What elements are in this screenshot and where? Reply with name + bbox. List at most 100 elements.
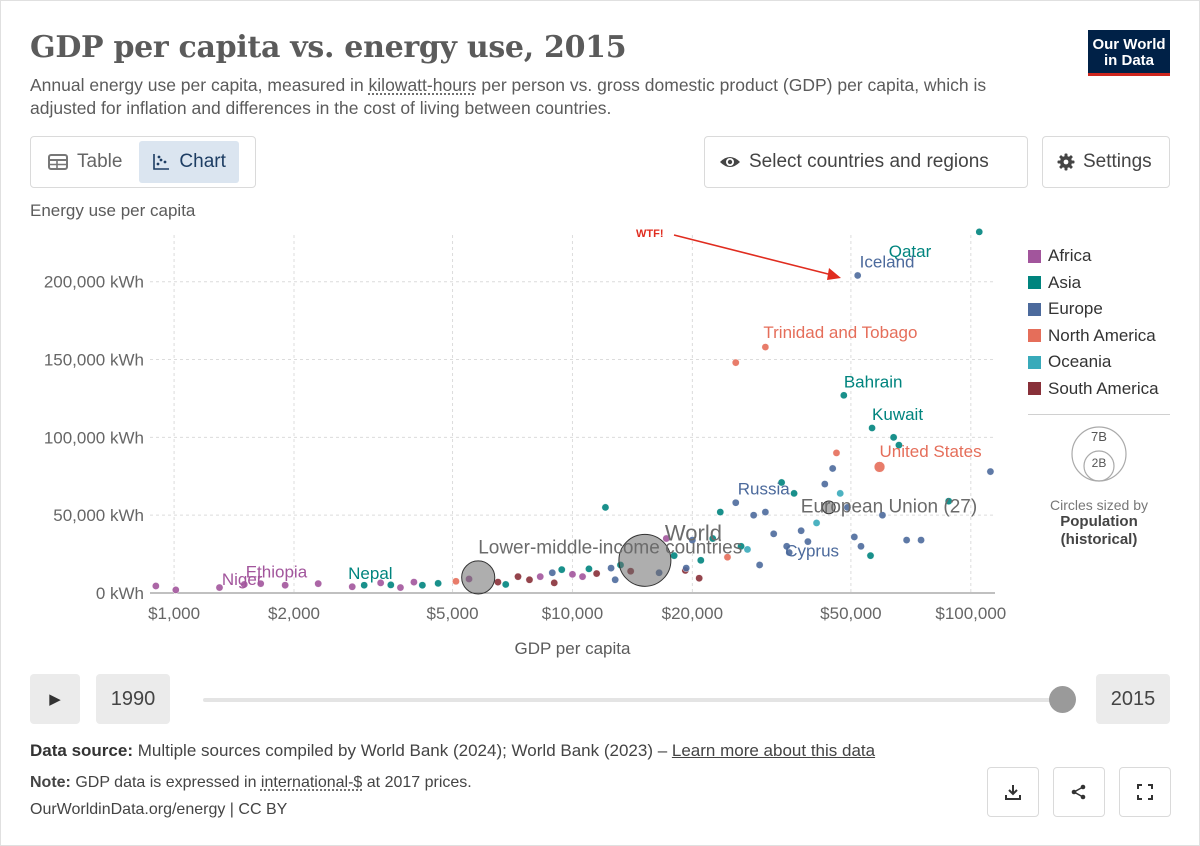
x-tick-label: $20,000 — [662, 604, 723, 623]
data-point — [857, 543, 864, 550]
point-niger — [172, 586, 179, 593]
settings-button[interactable]: Settings — [1042, 136, 1170, 188]
legend-item-asia[interactable]: Asia — [1028, 270, 1159, 297]
credit-link[interactable]: OurWorldinData.org/energy | CC BY — [30, 801, 287, 819]
data-point — [750, 512, 757, 519]
note: Note: GDP data is expressed in internati… — [30, 774, 472, 792]
size-legend-big: 7B — [1091, 429, 1107, 444]
data-point — [502, 581, 509, 588]
data-point — [537, 573, 544, 580]
legend-item-north-america[interactable]: North America — [1028, 323, 1159, 350]
legend-swatch — [1028, 356, 1041, 369]
data-point — [585, 565, 592, 572]
label-trinidad-and-tobago: Trinidad and Tobago — [763, 323, 917, 342]
label-united-states: United States — [880, 442, 982, 461]
data-point — [349, 583, 356, 590]
fullscreen-icon — [1137, 784, 1153, 800]
end-year-box[interactable]: 2015 — [1096, 674, 1170, 724]
fullscreen-button[interactable] — [1119, 767, 1171, 817]
annotation: WTF! — [636, 228, 841, 280]
timeline-handle[interactable] — [1049, 686, 1076, 713]
share-button[interactable] — [1053, 767, 1105, 817]
y-tick-label: 0 kWh — [96, 584, 144, 603]
y-tick-label: 200,000 kWh — [44, 273, 144, 292]
legend-item-south-america[interactable]: South America — [1028, 376, 1159, 403]
y-tick-label: 150,000 kWh — [44, 351, 144, 370]
data-point — [514, 573, 521, 580]
logo-line-2: in Data — [1088, 53, 1170, 69]
timeline-track[interactable] — [203, 698, 1063, 702]
data-point — [987, 468, 994, 475]
select-countries-button[interactable]: Select countries and regions — [704, 136, 1028, 188]
label-european-union-27-: European Union (27) — [801, 496, 977, 517]
international-dollar-link[interactable]: international-$ — [261, 774, 362, 791]
legend-item-africa[interactable]: Africa — [1028, 243, 1159, 270]
y-tick-label: 100,000 kWh — [44, 428, 144, 447]
note-text-2: at 2017 prices. — [362, 774, 471, 791]
data-point — [717, 508, 724, 515]
data-point — [397, 584, 404, 591]
point-bahrain — [840, 392, 847, 399]
scatter-plot[interactable]: 0 kWh 50,000 kWh 100,000 kWh 150,000 kWh 200… — [0, 215, 1010, 665]
label-nepal: Nepal — [348, 564, 392, 583]
point-united-states — [874, 462, 885, 473]
data-point — [744, 546, 751, 553]
data-point — [282, 582, 289, 589]
tab-chart[interactable]: Chart — [139, 141, 238, 183]
gear-icon — [1057, 153, 1075, 171]
data-point — [829, 465, 836, 472]
tab-table[interactable]: Table — [35, 141, 135, 183]
owid-logo[interactable]: Our World in Data — [1088, 30, 1170, 76]
legend-swatch — [1028, 250, 1041, 263]
play-icon: ▶ — [49, 690, 61, 708]
legend-swatch — [1028, 382, 1041, 395]
data-point — [612, 576, 619, 583]
x-axis-title: GDP per capita — [515, 639, 631, 658]
kilowatt-hours-link[interactable]: kilowatt-hours — [369, 75, 477, 95]
x-tick-label: $2,000 — [268, 604, 320, 623]
data-point — [494, 579, 501, 586]
data-point — [452, 578, 459, 585]
annotation-arrow — [674, 235, 832, 275]
data-point — [607, 564, 614, 571]
legend-label: Asia — [1048, 273, 1081, 293]
note-label: Note: — [30, 774, 71, 791]
data-point — [756, 561, 763, 568]
table-icon — [48, 154, 68, 170]
size-legend-var: Population — [1028, 513, 1170, 531]
data-point — [551, 579, 558, 586]
learn-more-link[interactable]: Learn more about this data — [672, 741, 875, 760]
point-qatar — [976, 228, 983, 235]
data-point — [762, 508, 769, 515]
download-button[interactable] — [987, 767, 1039, 817]
label-cyprus: Cyprus — [785, 542, 839, 561]
annotation-arrow-head — [827, 268, 841, 280]
point-russia — [732, 499, 739, 506]
data-point — [917, 536, 924, 543]
select-countries-label: Select countries and regions — [749, 151, 989, 173]
data-point — [315, 580, 322, 587]
data-point — [152, 582, 159, 589]
label-kuwait: Kuwait — [872, 405, 923, 424]
legend-item-europe[interactable]: Europe — [1028, 296, 1159, 323]
data-point — [821, 480, 828, 487]
legend-swatch — [1028, 276, 1041, 289]
annotation-wtf-label: WTF! — [636, 228, 663, 240]
x-tick-label: $50,000 — [820, 604, 881, 623]
legend-item-oceania[interactable]: Oceania — [1028, 349, 1159, 376]
data-point — [602, 504, 609, 511]
data-point — [851, 533, 858, 540]
play-button[interactable]: ▶ — [30, 674, 80, 724]
subtitle-text: Annual energy use per capita, measured i… — [30, 75, 369, 95]
legend-swatch — [1028, 303, 1041, 316]
start-year-box[interactable]: 1990 — [96, 674, 170, 724]
eye-icon — [719, 154, 741, 170]
legend-swatch — [1028, 329, 1041, 342]
data-point — [696, 575, 703, 582]
data-source: Data source: Multiple sources compiled b… — [30, 741, 875, 761]
data-point — [798, 527, 805, 534]
size-legend-small: 2B — [1092, 456, 1107, 470]
data-point — [890, 434, 897, 441]
size-legend-circles: 7B 2B — [1028, 426, 1170, 484]
x-tick-label: $1,000 — [148, 604, 200, 623]
